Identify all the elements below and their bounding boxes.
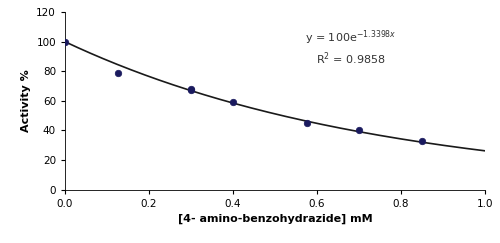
Point [61,40,69,44]
Point [187,88,195,92]
X-axis label: [4- amino-benzohydrazide] mM: [4- amino-benzohydrazide] mM [178,214,372,224]
Point [355,129,363,132]
Point [302,121,310,125]
Point [418,139,426,143]
Y-axis label: Activity %: Activity % [20,69,30,132]
Text: y = 100e$^{-1.3398x}$
R$^2$ = 0.9858: y = 100e$^{-1.3398x}$ R$^2$ = 0.9858 [305,29,396,67]
Point [187,87,195,91]
Point [114,71,122,75]
Point [229,100,237,104]
